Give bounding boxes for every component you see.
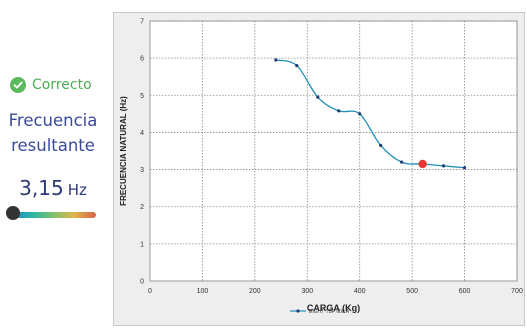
status-indicator: Correcto: [10, 76, 92, 94]
y-tick-label: 6: [140, 56, 144, 63]
data-point: [295, 63, 299, 68]
y-tick-label: 7: [140, 19, 144, 26]
x-axis-title: CARGA (Kg): [307, 303, 360, 313]
x-tick-label: 600: [459, 288, 471, 295]
frequency-gauge: [6, 206, 96, 220]
legend-label: EIGHT TBF 600 A: [309, 309, 350, 315]
y-tick-label: 2: [140, 204, 144, 211]
gauge-knob: [6, 206, 21, 220]
series-line: [275, 59, 465, 169]
x-tick-label: 400: [354, 288, 366, 295]
x-tick-label: 700: [511, 288, 523, 295]
y-tick-label: 0: [140, 279, 144, 286]
y-tick-label: 3: [140, 167, 144, 174]
result-label: Frecuencia resultante: [8, 111, 98, 155]
x-tick-label: 500: [406, 288, 418, 295]
result-panel: Correcto Frecuencia resultante 3,15 Hz: [0, 0, 110, 328]
data-point: [358, 112, 362, 116]
plot-area: [149, 20, 518, 282]
y-tick-label: 4: [140, 130, 144, 137]
data-point: [442, 164, 446, 168]
legend-marker: [296, 309, 300, 313]
x-tick-label: 100: [197, 288, 209, 295]
result-number: 3,15: [19, 176, 64, 200]
check-circle-icon: [10, 77, 26, 93]
data-point: [337, 109, 341, 113]
data-point: [379, 143, 383, 148]
result-value: 3,15 Hz: [0, 176, 106, 200]
x-tick-label: 200: [249, 288, 261, 295]
x-tick-label: 0: [148, 288, 152, 295]
result-unit: Hz: [67, 181, 87, 199]
x-tick-label: 300: [301, 288, 313, 295]
y-tick-label: 1: [140, 241, 144, 248]
data-point: [462, 166, 467, 170]
data-point: [400, 160, 404, 164]
y-axis-title: FRECUENCIA NATURAL (Hz): [119, 96, 128, 206]
data-point: [274, 58, 278, 62]
y-tick-label: 5: [140, 93, 144, 100]
data-point: [316, 95, 320, 99]
current-frequency-marker: [418, 159, 427, 169]
status-text: Correcto: [32, 77, 92, 93]
